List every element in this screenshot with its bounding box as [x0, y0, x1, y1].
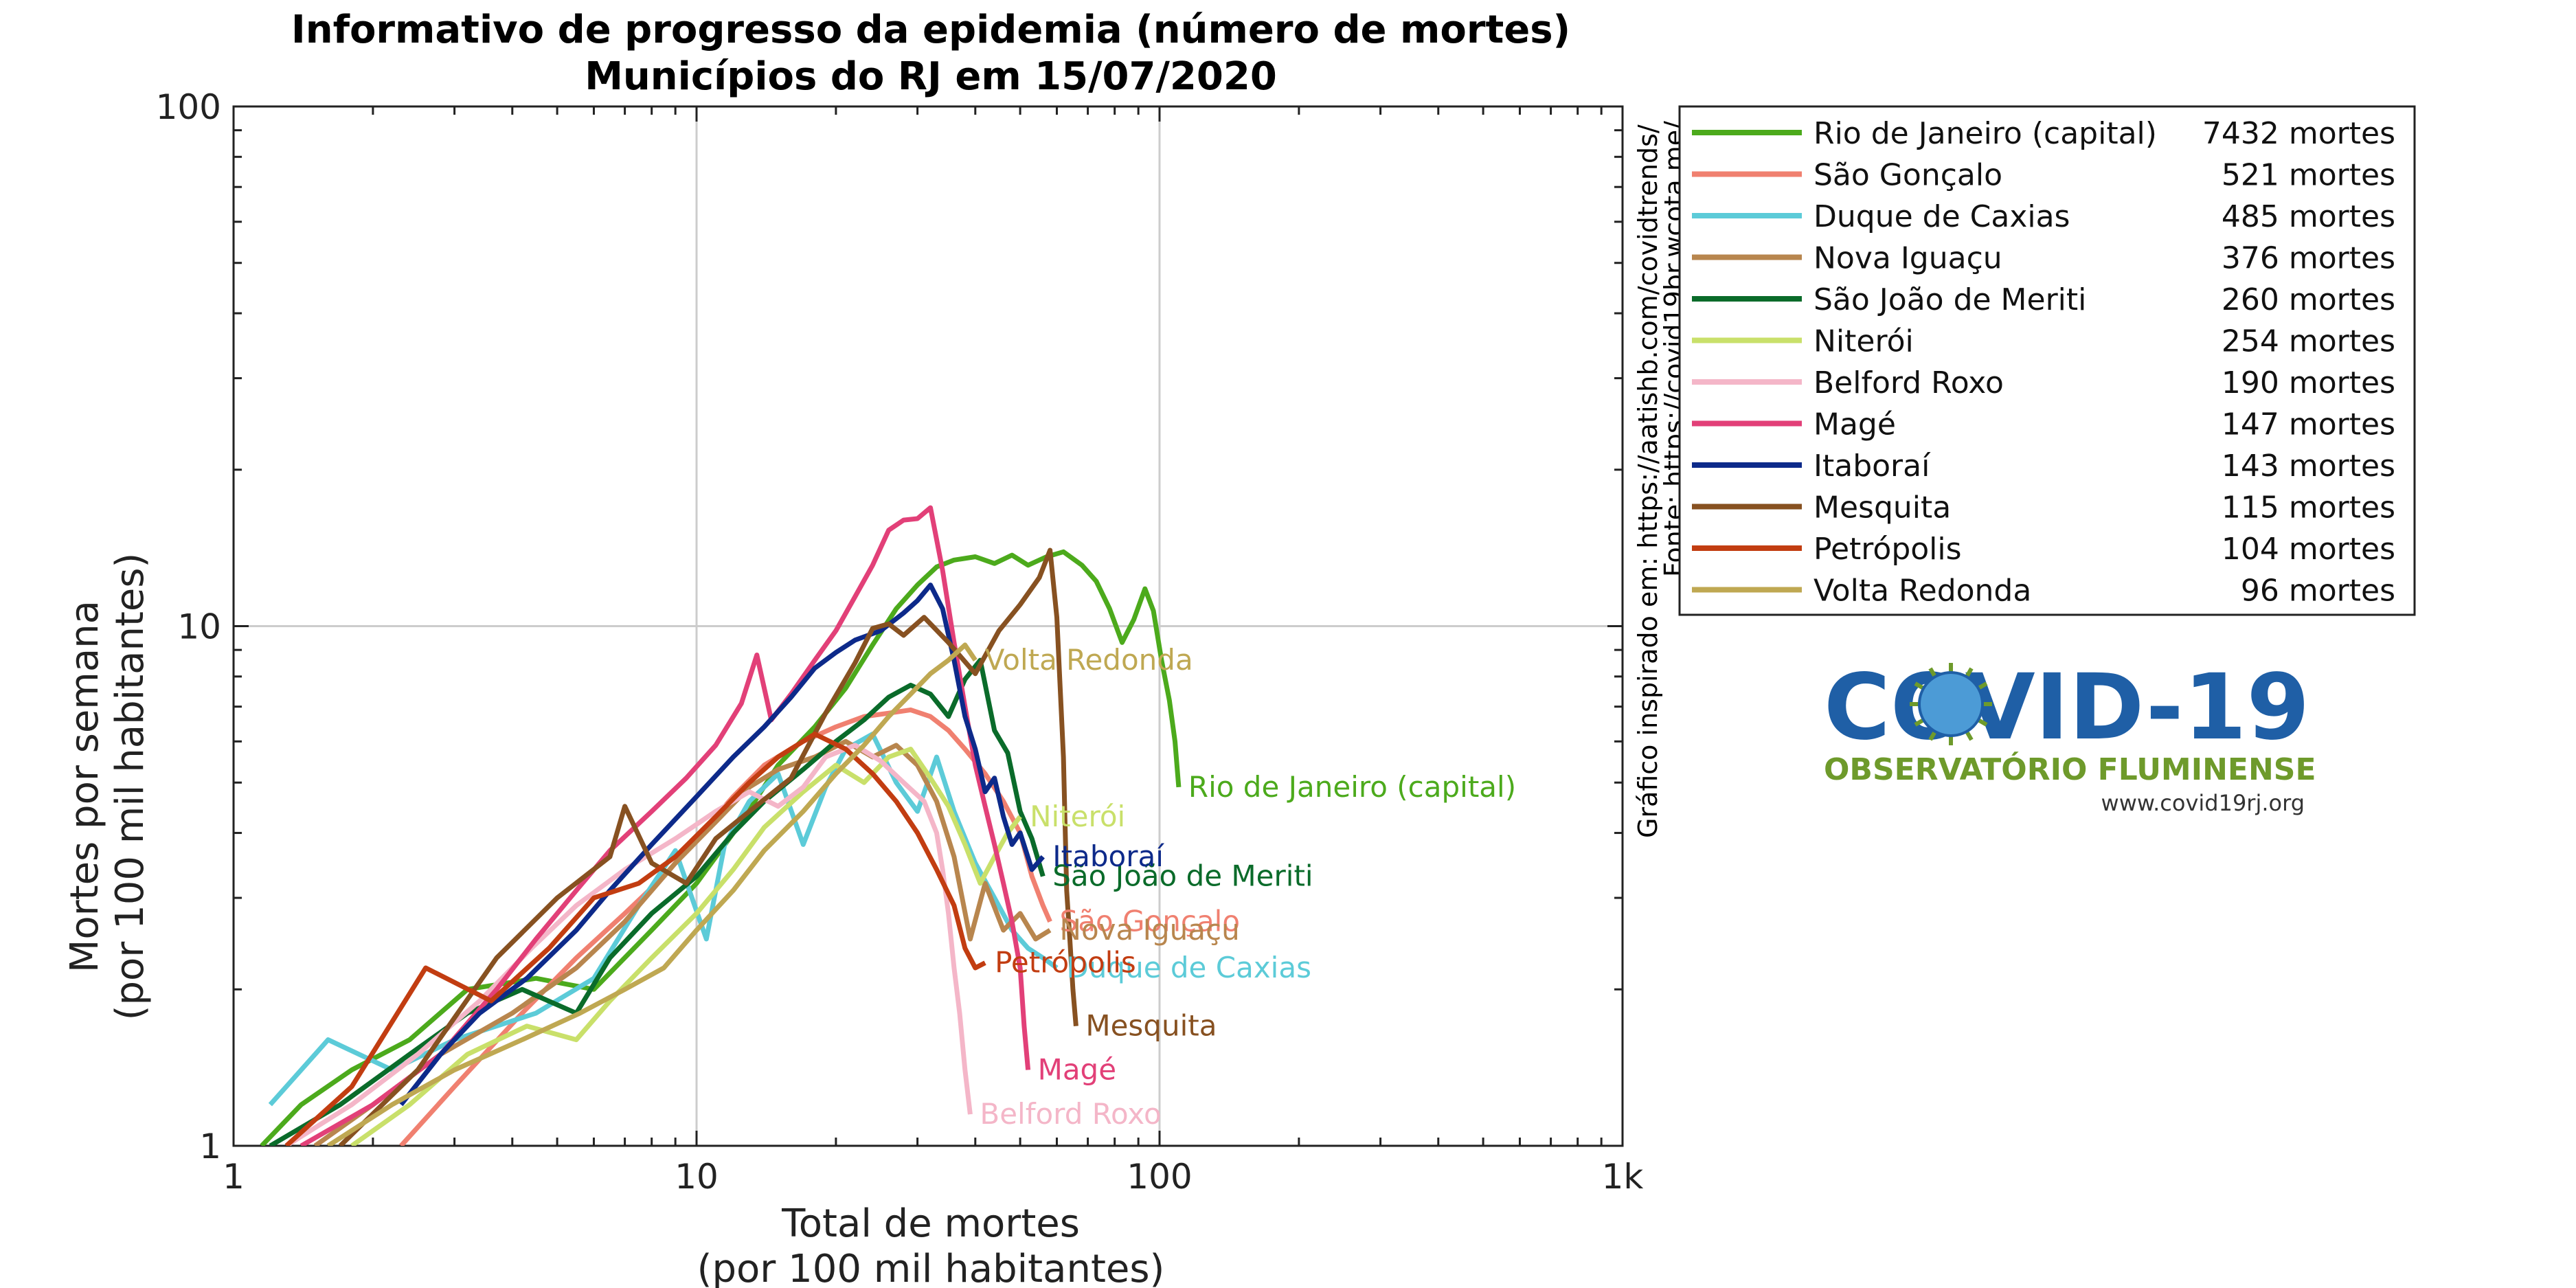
logo-url: www.covid19rj.org	[2101, 790, 2305, 816]
series-end-label: Rio de Janeiro (capital)	[1188, 770, 1516, 804]
legend-entry-name: São João de Meriti	[1814, 282, 2086, 317]
legend-entry-name: São Gonçalo	[1814, 158, 2002, 193]
legend-entry-name: Mesquita	[1814, 490, 1951, 526]
x-axis-label: Total de mortes	[781, 1201, 1080, 1246]
series-end-label: Nova Iguaçu	[1060, 913, 1240, 947]
legend-entry-name: Nova Iguaçu	[1814, 241, 2002, 276]
legend-entry-name: Duque de Caxias	[1814, 199, 2070, 234]
virus-spike	[1965, 667, 1974, 678]
y-axis-label: Mortes por semana	[63, 600, 107, 973]
x-axis-unit: (por 100 mil habitantes)	[697, 1247, 1165, 1288]
series-end-label: São Gonçalo	[1060, 905, 1241, 938]
series-line	[284, 743, 973, 1146]
series-line	[284, 732, 986, 1146]
y-tick-label: 1	[199, 1127, 221, 1166]
series-end-label: Niterói	[1030, 800, 1125, 833]
series-line	[338, 547, 1078, 1146]
legend-entry-deaths: 7432 mortes	[2202, 116, 2395, 151]
x-tick-label: 1k	[1602, 1157, 1644, 1197]
series-line	[399, 707, 1052, 1146]
series-line	[313, 738, 1052, 1146]
virus-spike	[1965, 730, 1974, 741]
series-line	[268, 732, 1059, 1107]
x-tick-label: 1	[223, 1157, 245, 1197]
series-line	[399, 583, 1045, 1107]
legend-entry-deaths: 96 mortes	[2241, 574, 2395, 609]
legend-entry-deaths: 376 mortes	[2222, 241, 2395, 276]
series-end-label: Mesquita	[1085, 1009, 1217, 1043]
series-line	[350, 747, 1022, 1146]
legend-entry-name: Itaboraí	[1814, 449, 1931, 484]
y-tick-label: 100	[156, 87, 221, 127]
legend-entry-name: Petrópolis	[1814, 532, 1962, 567]
series-end-label: Magé	[1038, 1052, 1116, 1086]
legend-entry-name: Magé	[1814, 407, 1896, 442]
series-group	[260, 505, 1182, 1146]
legend-entry-deaths: 115 mortes	[2222, 490, 2395, 526]
legend-entry-deaths: 485 mortes	[2222, 199, 2395, 234]
virus-spike	[1977, 681, 1988, 690]
legend-entry-deaths: 190 mortes	[2222, 365, 2395, 400]
series-end-label: São João de Meriti	[1052, 859, 1313, 893]
y-tick-label: 10	[177, 607, 221, 647]
legend-entry-deaths: 143 mortes	[2222, 449, 2395, 484]
x-tick-label: 10	[675, 1157, 719, 1197]
legend-entry-deaths: 104 mortes	[2222, 532, 2395, 567]
plot-area: 1 10 100 1k 1 10 100 Rio de Janeiro (capital) Sã…	[156, 87, 1644, 1197]
chart-subtitle: Municípios do RJ em 15/07/2020	[585, 54, 1277, 99]
series-line	[326, 642, 978, 1146]
chart-title: Informativo de progresso da epidemia (nú…	[291, 8, 1570, 52]
covid-logo: COVID-19 OBSERVATÓRIO FLUMINENSE www.cov…	[1824, 655, 2316, 816]
y-axis-unit: (por 100 mil habitantes)	[108, 553, 152, 1021]
legend-entry-deaths: 147 mortes	[2222, 407, 2395, 442]
legend-entry-name: Niterói	[1814, 324, 1914, 359]
series-end-label: Itaboraí	[1052, 839, 1164, 873]
virus-spike	[1977, 718, 1988, 727]
series-line	[260, 549, 1182, 1146]
virus-spike	[1928, 667, 1937, 678]
legend-entry-name: Volta Redonda	[1814, 574, 2031, 609]
virus-spike	[1928, 730, 1937, 741]
legend-entry-name: Belford Roxo	[1814, 365, 2004, 400]
series-line	[269, 657, 1046, 1146]
series-end-label: Petrópolis	[995, 946, 1136, 980]
virus-icon	[1918, 671, 1984, 737]
series-end-label: Belford Roxo	[980, 1097, 1161, 1131]
series-end-label: Duque de Caxias	[1066, 951, 1311, 984]
legend-box	[1678, 105, 2416, 616]
logo-subtitle: OBSERVATÓRIO FLUMINENSE	[1824, 751, 2316, 787]
legend-entry-deaths: 260 mortes	[2222, 282, 2395, 317]
legend-entry-deaths: 521 mortes	[2222, 158, 2395, 193]
series-end-label: Volta Redonda	[985, 643, 1193, 677]
virus-spike	[1914, 718, 1925, 727]
legend-entry-name: Rio de Janeiro (capital)	[1814, 116, 2157, 151]
x-tick-label: 100	[1127, 1157, 1192, 1197]
legend: Rio de Janeiro (capital) 7432 mortes São G…	[1678, 105, 2416, 616]
legend-entry-deaths: 254 mortes	[2222, 324, 2395, 359]
source-inspired-by: Gráfico inspirado em: https://aatishb.co…	[1633, 124, 1663, 838]
series-line	[300, 505, 1031, 1146]
virus-spike	[1914, 681, 1925, 690]
logo-title: COVID-19	[1824, 655, 2309, 760]
